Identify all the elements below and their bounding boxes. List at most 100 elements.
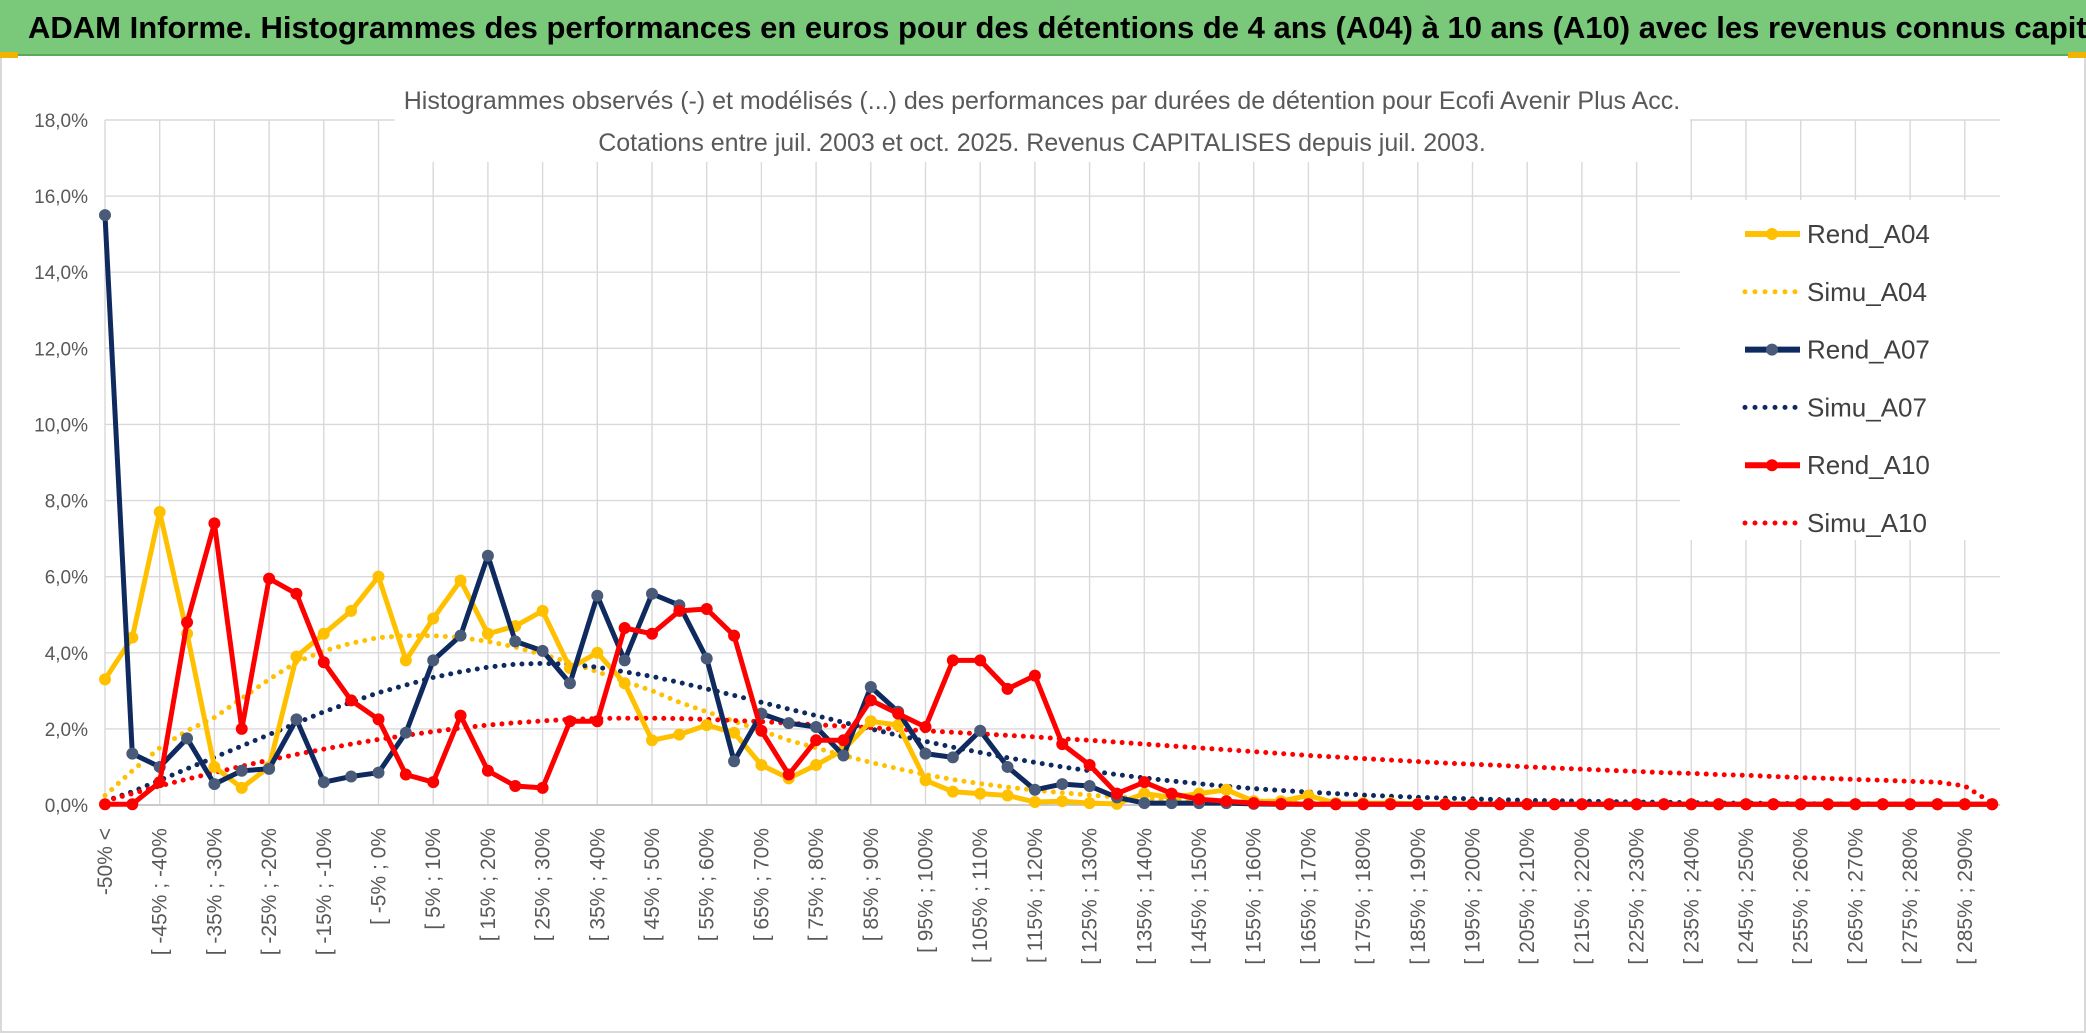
data-point-rend-a10 <box>1548 798 1561 811</box>
data-point-rend-a10 <box>1110 787 1123 800</box>
data-point-rend-a10 <box>1411 798 1424 811</box>
data-point-rend-a04 <box>919 774 932 787</box>
series-line-rend-a10 <box>105 520 1993 807</box>
data-point-rend-a07 <box>728 755 741 768</box>
data-point-rend-a10 <box>345 694 358 707</box>
data-point-rend-a04 <box>755 759 768 772</box>
data-point-rend-a04 <box>235 781 248 794</box>
y-tick-label: 6,0% <box>45 568 88 589</box>
data-point-rend-a10 <box>126 798 139 811</box>
data-point-rend-a10 <box>1630 798 1643 811</box>
data-point-rend-a10 <box>1384 798 1397 811</box>
data-point-rend-a04 <box>427 612 440 625</box>
data-point-rend-a04 <box>1220 783 1233 796</box>
data-point-rend-a07 <box>181 732 194 745</box>
data-point-rend-a07 <box>591 589 604 602</box>
legend-marker-rend-a04 <box>1766 228 1778 240</box>
data-point-rend-a07 <box>646 587 658 600</box>
data-point-rend-a07 <box>618 654 631 667</box>
data-point-rend-a10 <box>263 572 276 585</box>
data-point-rend-a10 <box>782 768 795 781</box>
data-point-rend-a10 <box>837 734 850 747</box>
data-point-rend-a07 <box>1138 797 1151 810</box>
data-point-rend-a10 <box>1357 798 1370 811</box>
data-point-rend-a10 <box>1904 798 1917 811</box>
data-point-rend-a07 <box>481 549 494 562</box>
x-tick-label: [ 25% ; 30% <box>532 828 555 941</box>
x-tick-label: [ 245% ; 250% <box>1735 828 1758 965</box>
x-tick-label: [ 185% ; 190% <box>1407 828 1430 965</box>
data-point-rend-a10 <box>454 709 467 722</box>
data-point-rend-a10 <box>563 715 576 728</box>
y-axis-ticks: 0,0% 2,0% 4,0% 6,0% 8,0% 10,0% 12,0% 14,0% 16,0%… <box>34 111 88 817</box>
data-point-rend-a10 <box>1275 797 1288 810</box>
data-point-rend-a07 <box>399 726 412 739</box>
data-point-rend-a10 <box>1685 798 1698 811</box>
data-point-rend-a10 <box>919 720 932 733</box>
series-line-simu-a04 <box>102 633 1995 808</box>
data-point-rend-a10 <box>1849 798 1862 811</box>
data-point-rend-a10 <box>399 768 412 781</box>
data-point-rend-a04 <box>1028 795 1041 808</box>
data-point-rend-a04 <box>974 787 987 800</box>
data-point-rend-a04 <box>399 654 412 667</box>
x-tick-label: [ 145% ; 150% <box>1188 828 1211 965</box>
y-tick-label: 2,0% <box>45 720 88 741</box>
data-point-rend-a10 <box>1822 798 1835 811</box>
x-tick-label: [ 55% ; 60% <box>696 828 719 941</box>
data-point-rend-a04 <box>1056 795 1069 808</box>
data-point-rend-a10 <box>235 722 248 735</box>
data-point-rend-a07 <box>974 724 987 737</box>
y-tick-label: 10,0% <box>34 415 88 436</box>
legend-marker-rend-a07 <box>1766 343 1778 356</box>
x-tick-label: [ 195% ; 200% <box>1462 828 1485 965</box>
data-point-rend-a04 <box>208 760 221 773</box>
data-point-rend-a07 <box>810 720 823 733</box>
y-tick-label: 0,0% <box>45 796 88 817</box>
data-point-rend-a10 <box>99 798 111 811</box>
page-title-banner: ADAM Informe. Histogrammes des performan… <box>0 0 2086 56</box>
data-point-rend-a10 <box>591 715 604 728</box>
data-point-rend-a10 <box>1302 798 1315 811</box>
data-point-rend-a10 <box>153 776 166 789</box>
y-tick-label: 12,0% <box>34 339 88 360</box>
x-tick-label: [ 175% ; 180% <box>1352 828 1375 965</box>
data-point-rend-a04 <box>372 570 385 583</box>
data-point-rend-a10 <box>864 694 877 707</box>
data-point-rend-a04 <box>810 759 823 772</box>
data-point-rend-a10 <box>372 713 385 726</box>
data-point-rend-a10 <box>1329 798 1342 811</box>
data-point-rend-a07 <box>782 717 795 730</box>
legend-label-rend-a07: Rend_A07 <box>1807 335 1930 365</box>
data-point-rend-a10 <box>700 603 713 616</box>
x-tick-label: [ -5% ; 0% <box>368 828 391 925</box>
data-point-rend-a07 <box>1001 760 1014 773</box>
data-point-rend-a04 <box>454 574 467 587</box>
data-point-rend-a10 <box>1193 793 1205 806</box>
x-tick-label: [ 165% ; 170% <box>1297 828 1320 965</box>
chart-title-background <box>395 82 1690 162</box>
x-tick-label: [ -15% ; -10% <box>313 828 336 955</box>
data-point-rend-a04 <box>1083 797 1096 810</box>
data-point-rend-a10 <box>1794 798 1807 811</box>
data-point-rend-a10 <box>1056 738 1069 751</box>
data-point-rend-a07 <box>427 654 440 667</box>
x-tick-label: [ 285% ; 290% <box>1954 828 1977 965</box>
data-point-rend-a07 <box>946 751 959 764</box>
data-point-rend-a10 <box>1439 798 1452 811</box>
y-tick-label: 14,0% <box>34 263 88 284</box>
data-point-rend-a10 <box>1466 798 1479 811</box>
data-point-rend-a10 <box>755 724 768 737</box>
chart-title: Histogrammes observés (-) et modélisés (… <box>404 87 1681 115</box>
data-point-rend-a04 <box>345 604 358 617</box>
y-tick-label: 16,0% <box>34 187 88 208</box>
series-line-simu-a10 <box>102 715 1995 806</box>
legend-label-rend-a10: Rend_A10 <box>1807 450 1930 480</box>
data-point-rend-a04 <box>1001 789 1014 802</box>
x-tick-label: [ 45% ; 50% <box>641 828 664 941</box>
data-point-rend-a10 <box>1165 787 1178 800</box>
legend-background <box>1680 200 2020 540</box>
x-tick-label: [ 85% ; 90% <box>860 828 883 941</box>
data-point-rend-a04 <box>673 728 686 741</box>
data-point-rend-a04 <box>646 734 658 747</box>
